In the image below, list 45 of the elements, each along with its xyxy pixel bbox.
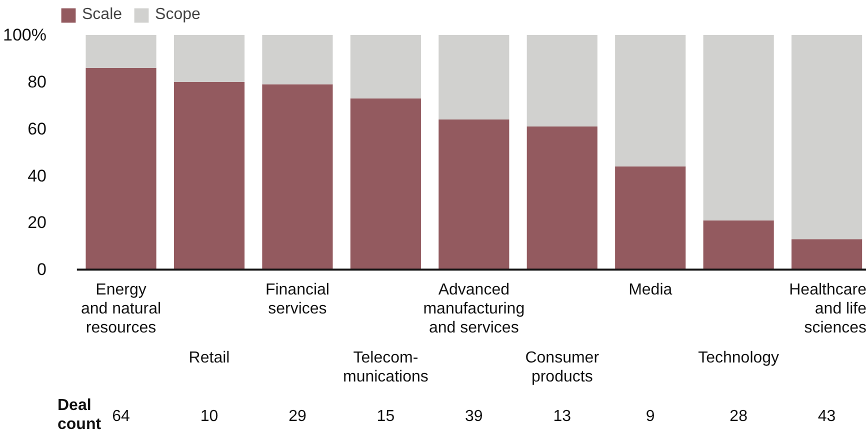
bar [703,220,774,270]
text: 9 [646,408,655,426]
bar [174,82,245,270]
bar [350,34,421,98]
x-tick-label: Retail [188,349,230,366]
bar [526,34,598,126]
bar [350,98,421,270]
bar [262,84,333,270]
y-tick-label: 100% [3,25,47,44]
bar [174,34,245,82]
bar [262,34,333,84]
text: Deal count [58,397,102,434]
x-tick-label: Technology [698,349,780,366]
bar [615,34,686,166]
text: 43 [818,408,836,426]
bar [438,119,510,270]
bar [792,239,862,270]
bar [792,34,862,240]
x-tick-label: Energy and natural resources [80,281,162,336]
text: 28 [730,408,748,426]
y-tick-label: 60 [28,119,47,138]
text: 15 [376,408,395,426]
x-tick-label: Healthcare and life sciences [789,281,866,336]
text: 64 [112,408,130,426]
y-tick-label: 20 [28,213,47,232]
x-tick-label: Financial services [265,281,330,318]
x-tick-label: Consumer products [525,349,600,386]
bar [86,34,156,68]
bar [86,68,156,270]
y-tick-label: 40 [28,166,47,186]
bar [703,34,774,220]
text: 39 [465,408,483,426]
y-tick-label: 0 [37,260,47,280]
bar [438,34,510,120]
x-tick-label: Telecom- munications [343,349,428,386]
text: 13 [553,408,572,426]
legend-label: Scale [82,6,122,24]
text: 29 [288,408,306,426]
bar [615,166,686,270]
y-tick-label: 80 [28,72,47,92]
x-tick-label: Media [628,281,672,298]
bar [526,126,598,270]
text: 10 [200,408,218,426]
x-tick-label: Advanced manufacturing and services [423,281,525,336]
legend-label: Scope [155,6,200,24]
